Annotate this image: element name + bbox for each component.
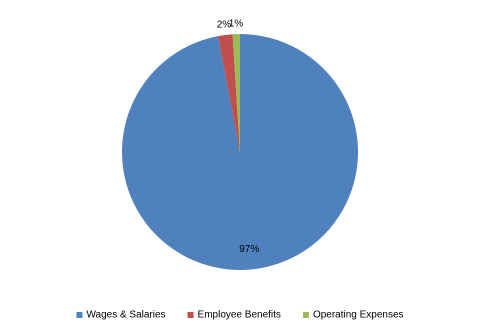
slice-label: 1% (229, 19, 244, 30)
legend-label: Operating Expenses (313, 310, 404, 321)
legend-label: Wages & Salaries (86, 310, 165, 321)
slice-label: 2% (217, 20, 232, 31)
legend-label: Employee Benefits (198, 310, 281, 321)
pie-slice (232, 34, 240, 152)
pie-slice (217, 34, 240, 152)
legend-swatch (187, 312, 194, 318)
slice-label: 97% (239, 244, 259, 255)
legend-swatch (76, 312, 83, 318)
legend-swatch (302, 312, 309, 318)
